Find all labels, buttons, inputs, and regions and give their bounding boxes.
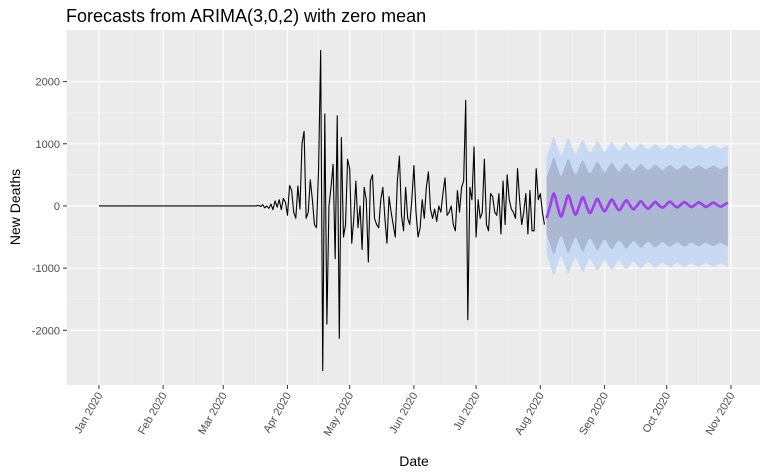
y-tick-label: 0: [54, 201, 60, 213]
y-axis-label: New Deaths: [7, 169, 23, 245]
grid: [67, 30, 760, 385]
x-tick-label: Mar 2020: [196, 391, 230, 437]
x-tick-label: Jan 2020: [72, 391, 105, 436]
x-tick-label: Jun 2020: [387, 391, 420, 436]
chart-title: Forecasts from ARIMA(3,0,2) with zero me…: [66, 6, 426, 26]
x-tick-label: Apr 2020: [261, 391, 294, 436]
x-tick-label: Aug 2020: [513, 391, 547, 438]
x-tick-label: Oct 2020: [641, 391, 674, 436]
y-tick-label: 2000: [36, 77, 60, 89]
x-tick-label: Nov 2020: [704, 391, 738, 438]
y-tick-label: -1000: [32, 263, 60, 275]
x-tick-label: May 2020: [322, 391, 357, 439]
x-axis-label: Date: [399, 453, 429, 469]
marks: [98, 49, 729, 372]
y-tick-label: -2000: [32, 325, 60, 337]
x-tick-label: Feb 2020: [136, 391, 170, 437]
x-tick-label: Sep 2020: [577, 391, 611, 438]
series-line: [98, 49, 546, 372]
x-tick-label: Jul 2020: [451, 391, 482, 433]
y-tick-label: 1000: [36, 139, 60, 151]
forecast-line: [545, 192, 729, 219]
